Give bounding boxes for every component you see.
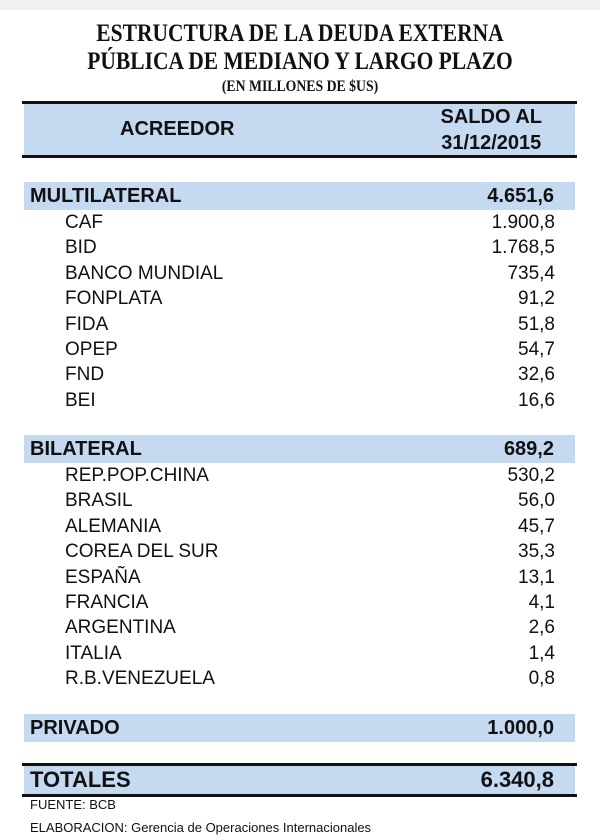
creditor-balance: 735,4 <box>507 262 555 284</box>
table-row: CAF 1.900,8 <box>0 210 600 235</box>
table-row: FIDA 51,8 <box>0 312 600 337</box>
creditor-name: ALEMANIA <box>65 515 162 537</box>
creditor-balance: 51,8 <box>518 313 555 335</box>
table-row: FRANCIA 4,1 <box>0 590 600 615</box>
group-row: BILATERAL 689,2 <box>24 435 575 463</box>
group-label: PRIVADO <box>30 717 120 739</box>
creditor-name: BRASIL <box>65 490 133 512</box>
title-units: (EN MILLONES DE $US) <box>221 78 379 95</box>
header-bottom-rule <box>22 155 577 158</box>
top-band <box>0 0 600 10</box>
title-line-2: PÚBLICA DE MEDIANO Y LARGO PLAZO <box>87 48 513 75</box>
table-row: REP.POP.CHINA 530,2 <box>0 463 600 488</box>
creditor-name: ARGENTINA <box>65 617 176 639</box>
creditor-balance: 16,6 <box>518 389 555 411</box>
header-band <box>24 104 575 156</box>
creditor-name: BID <box>65 237 97 259</box>
total-value: 6.340,8 <box>480 767 554 792</box>
creditor-name: CAF <box>65 212 103 233</box>
header-saldo-line1: SALDO AL <box>440 106 542 128</box>
group-label: MULTILATERAL <box>30 185 182 207</box>
table-row: R.B.VENEZUELA 0,8 <box>0 666 600 691</box>
creditor-balance: 0,8 <box>528 668 555 690</box>
creditor-balance: 4,1 <box>528 592 555 613</box>
table-row: BID 1.768,5 <box>0 235 600 260</box>
table-row: ARGENTINA 2,6 <box>0 615 600 640</box>
source-note: FUENTE: BCB <box>30 797 116 812</box>
group-row: PRIVADO 1.000,0 <box>24 714 575 742</box>
table-row: BRASIL 56,0 <box>0 488 600 513</box>
group-label: BILATERAL <box>30 438 142 460</box>
header-saldo-line2: 31/12/2015 <box>441 132 542 154</box>
total-bottom-rule <box>22 794 577 797</box>
creditor-name: FIDA <box>65 313 109 335</box>
creditor-balance: 13,1 <box>518 566 555 588</box>
group-value: 689,2 <box>503 438 554 460</box>
header-acreedor: ACREEDOR <box>120 118 235 140</box>
creditor-balance: 1,4 <box>528 642 555 664</box>
table-row: FND 32,6 <box>0 362 600 387</box>
creditor-balance: 45,7 <box>518 515 555 537</box>
creditor-balance: 91,2 <box>518 288 555 310</box>
table-row: COREA DEL SUR 35,3 <box>0 539 600 564</box>
creditor-name: FND <box>65 364 105 386</box>
creditor-name: ITALIA <box>65 642 122 664</box>
group-value: 4.651,6 <box>487 185 554 207</box>
creditor-balance: 2,6 <box>528 617 555 639</box>
creditor-name: BANCO MUNDIAL <box>65 262 224 284</box>
creditor-name: FRANCIA <box>65 592 149 613</box>
table-row: OPEP 54,7 <box>0 337 600 362</box>
creditor-name: COREA DEL SUR <box>65 541 219 563</box>
creditor-balance: 1.768,5 <box>491 237 555 259</box>
group-value: 1.000,0 <box>487 717 554 739</box>
creditor-name: REP.POP.CHINA <box>65 465 209 486</box>
total-label: TOTALES <box>30 767 131 792</box>
header-saldo: SALDO AL 31/12/2015 <box>441 104 542 156</box>
table-row: BEI 16,6 <box>0 388 600 413</box>
table-row: FONPLATA 91,2 <box>0 286 600 311</box>
table-row: BANCO MUNDIAL 735,4 <box>0 261 600 286</box>
creditor-balance: 35,3 <box>518 541 555 563</box>
creditor-balance: 54,7 <box>518 339 555 360</box>
table-row: ITALIA 1,4 <box>0 641 600 666</box>
creditor-balance: 32,6 <box>518 364 555 386</box>
creditor-balance: 1.900,8 <box>491 212 555 233</box>
creditor-name: OPEP <box>65 339 118 360</box>
prepared-note: ELABORACION: Gerencia de Operaciones Int… <box>30 820 372 835</box>
table-row: ALEMANIA 45,7 <box>0 514 600 539</box>
table-row: ESPAÑA 13,1 <box>0 565 600 590</box>
group-row: MULTILATERAL 4.651,6 <box>24 182 575 210</box>
header-top-rule <box>22 101 577 104</box>
total-row: TOTALES 6.340,8 <box>24 766 575 794</box>
creditor-name: FONPLATA <box>65 288 163 310</box>
creditor-balance: 530,2 <box>507 465 555 486</box>
creditor-name: BEI <box>65 389 96 411</box>
creditor-balance: 56,0 <box>518 490 555 512</box>
total-top-rule <box>22 763 577 766</box>
creditor-name: R.B.VENEZUELA <box>65 668 215 690</box>
title-line-1: ESTRUCTURA DE LA DEUDA EXTERNA <box>96 20 504 47</box>
creditor-name: ESPAÑA <box>65 566 141 588</box>
